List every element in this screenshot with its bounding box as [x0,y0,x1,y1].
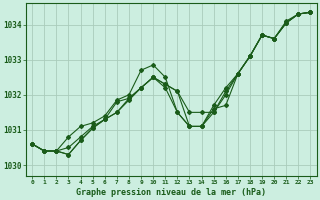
X-axis label: Graphe pression niveau de la mer (hPa): Graphe pression niveau de la mer (hPa) [76,188,266,197]
